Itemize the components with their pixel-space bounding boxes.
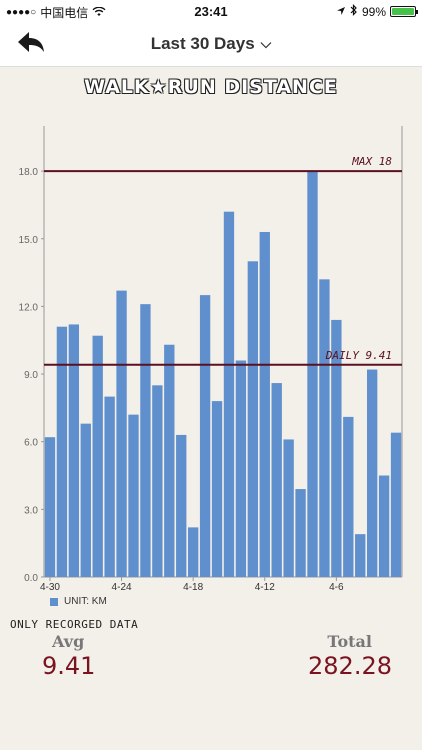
chart-legend: UNIT: KM (50, 596, 107, 607)
bar (355, 534, 366, 577)
carrier-label: 中国电信 (40, 6, 89, 20)
bar (235, 360, 247, 577)
bar (188, 527, 199, 577)
y-tick-label: 3.0 (24, 505, 38, 516)
period-label: Last 30 Days (150, 34, 255, 53)
bar (390, 432, 402, 577)
reference-line-label: MAX 18 (351, 155, 392, 168)
bar (307, 171, 318, 577)
battery-icon (390, 6, 418, 17)
clock: 23:41 (194, 4, 228, 19)
bar (128, 414, 139, 577)
chevron-down-icon: ⌵ (260, 35, 272, 51)
y-tick-label: 15.0 (19, 235, 39, 246)
signal-icon: ●●●●○ (6, 7, 37, 18)
legend-swatch (50, 597, 58, 606)
avg-value: 9.41 (42, 652, 96, 680)
x-tick-label: 4-12 (255, 582, 275, 593)
bar (343, 416, 354, 577)
bar (271, 383, 282, 577)
bar (140, 304, 151, 577)
bar (116, 290, 127, 577)
bluetooth-icon (350, 4, 358, 19)
bar (319, 279, 330, 577)
y-tick-label: 18.0 (19, 167, 39, 178)
nav-bar: Last 30 Days ⌵ (0, 22, 422, 67)
period-selector[interactable]: Last 30 Days ⌵ (0, 34, 422, 54)
bar (176, 434, 187, 577)
x-tick-label: 4-24 (112, 582, 132, 593)
bar (211, 401, 223, 577)
bar (378, 475, 390, 577)
total-label: Total (327, 632, 372, 651)
avg-label: Avg (52, 632, 85, 651)
bar (92, 335, 103, 577)
bar (331, 319, 342, 577)
battery-percent: 99% (361, 4, 386, 19)
bar (367, 369, 378, 577)
y-tick-label: 12.0 (19, 302, 39, 313)
x-tick-label: 4-30 (40, 582, 60, 593)
plot-area (44, 126, 402, 577)
x-tick-label: 4-6 (329, 582, 344, 593)
bar (104, 396, 115, 577)
distance-bar-chart: 0.0 3.0 6.0 9.0 12.0 15.0 18.0 4-30 4-24 4-18 4-12… (19, 126, 403, 593)
legend-label: UNIT: KM (64, 596, 107, 607)
total-value: 282.28 (308, 652, 392, 680)
back-arrow-icon (18, 32, 44, 52)
bar (164, 344, 175, 577)
back-button[interactable] (16, 30, 48, 58)
y-tick-label: 6.0 (24, 438, 38, 449)
bar (152, 385, 163, 577)
bar (199, 295, 211, 577)
reference-line-label: DAILY 9.41 (325, 349, 392, 362)
chart-title: WALK★RUN DISTANCE (84, 76, 338, 98)
bar (80, 423, 91, 577)
location-icon (336, 5, 346, 19)
data-note: ONLY RECORGED DATA (10, 618, 139, 631)
bar (56, 326, 68, 577)
bar (223, 211, 235, 577)
wifi-icon (92, 6, 106, 20)
x-tick-label: 4-18 (183, 582, 203, 593)
bar (283, 439, 294, 577)
bar (247, 261, 258, 577)
bar (295, 489, 306, 577)
y-tick-label: 0.0 (24, 573, 38, 584)
bar (68, 324, 79, 577)
bar (259, 231, 270, 578)
status-bar: ●●●●○ 中国电信 23:41 99% (0, 0, 422, 22)
y-tick-label: 9.0 (24, 370, 38, 381)
bar (44, 437, 56, 577)
